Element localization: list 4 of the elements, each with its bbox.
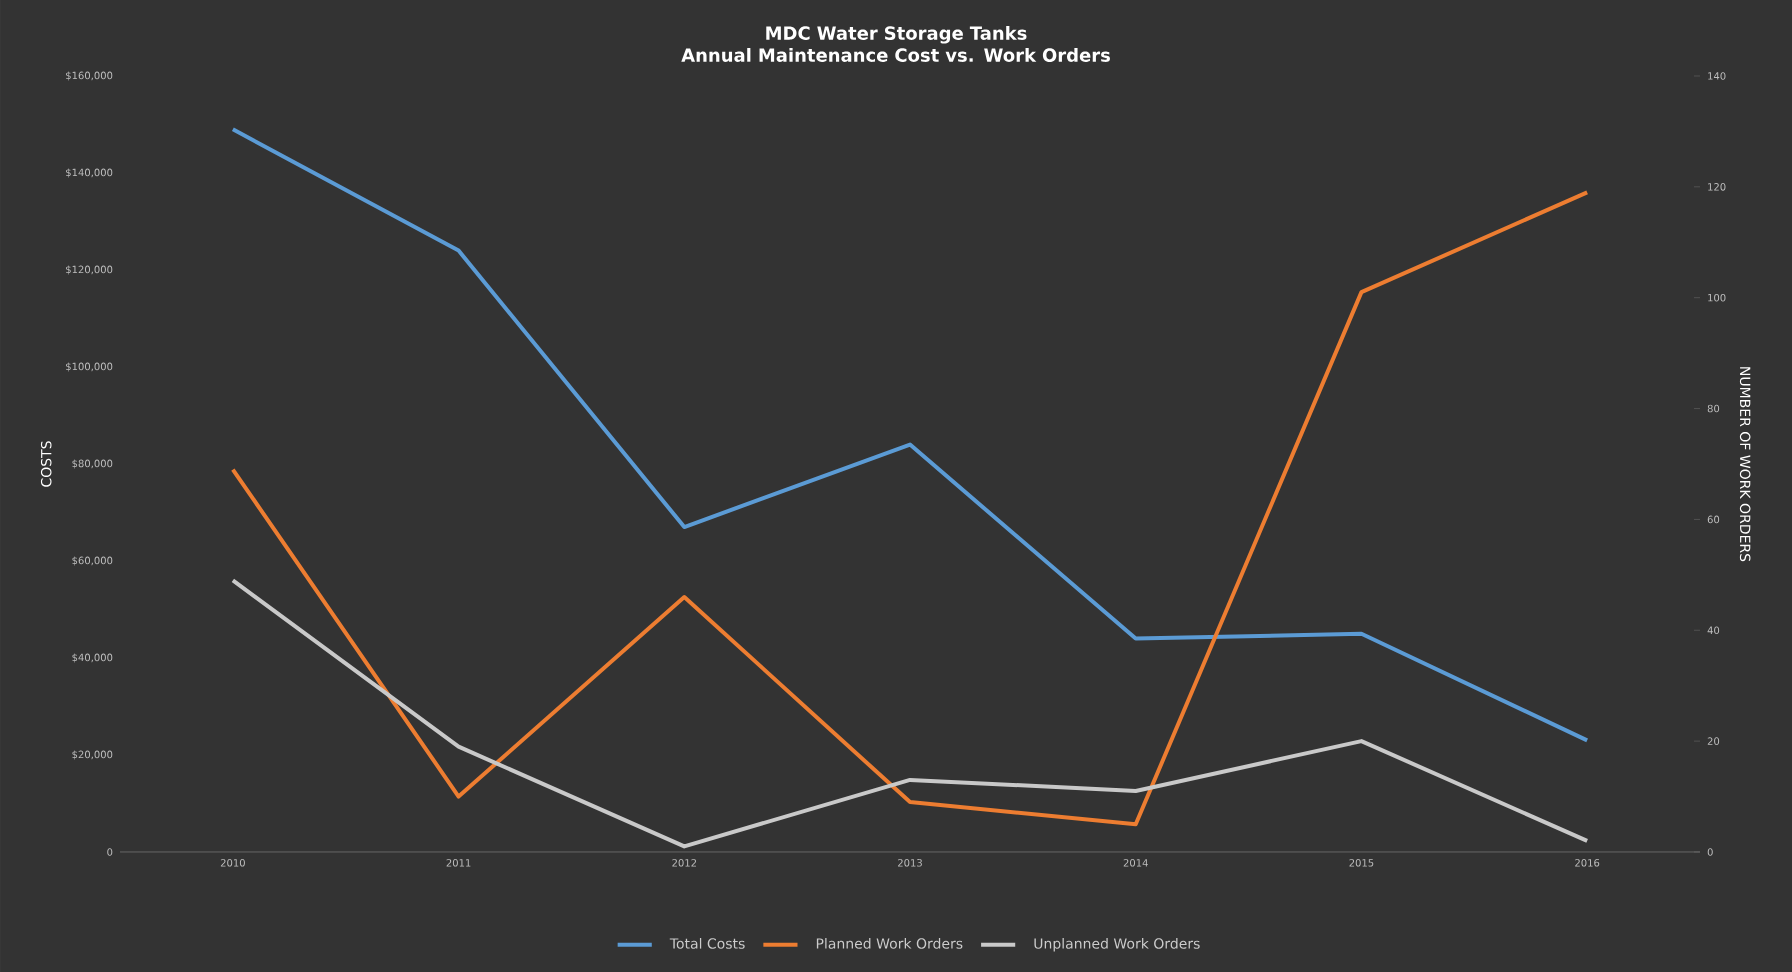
chart-title: MDC Water Storage Tanks Annual Maintenance Cost vs. Work Orders: [681, 26, 1110, 62]
line-series: [230, 578, 1590, 849]
line-series: [230, 127, 1590, 743]
line-series: [230, 190, 1590, 827]
